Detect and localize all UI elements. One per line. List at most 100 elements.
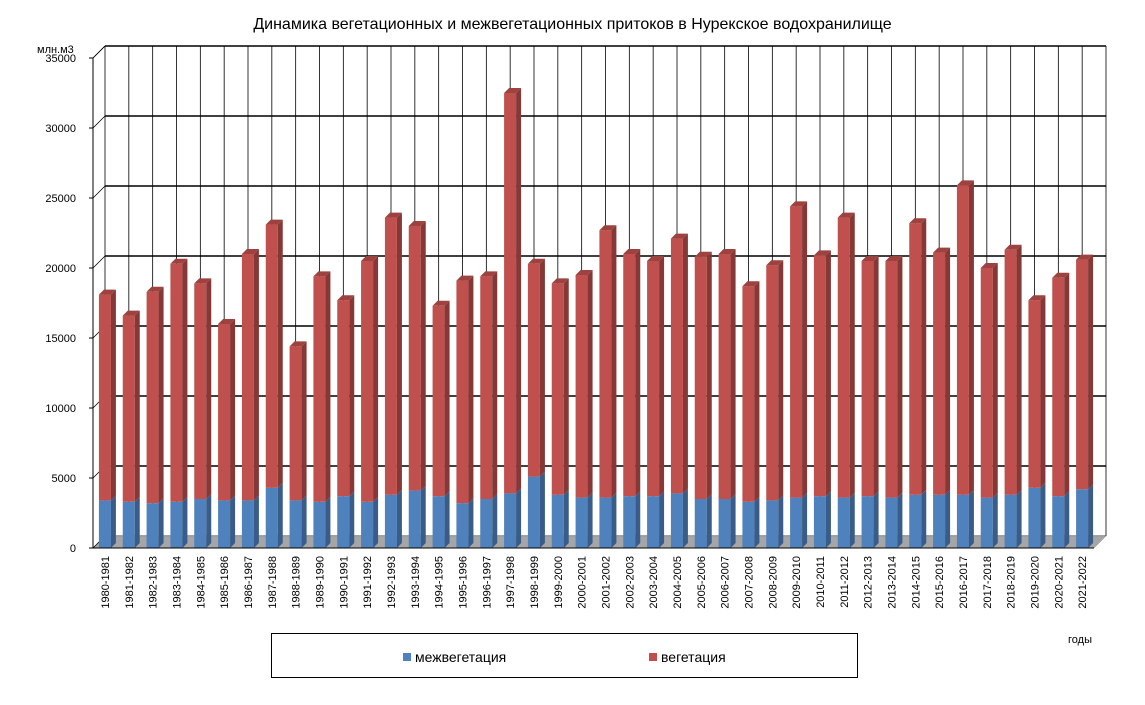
bar-veg-top <box>1004 244 1022 250</box>
bar-interveg-side <box>563 489 569 548</box>
bar-veg-side <box>516 88 522 494</box>
x-tick-label: 1993-1994 <box>410 556 422 609</box>
bar-interveg <box>694 499 707 548</box>
bar-veg-side <box>778 260 784 501</box>
bar-interveg-side <box>825 491 831 548</box>
bar-veg <box>265 224 278 488</box>
bar-interveg-side <box>659 491 665 548</box>
bar-veg <box>1052 277 1065 497</box>
bar-interveg <box>599 497 612 548</box>
x-tick-label: 2012-2013 <box>863 556 875 609</box>
bar-interveg <box>313 501 326 548</box>
bar-interveg <box>885 497 898 548</box>
x-tick-label: 1987-1988 <box>267 556 279 609</box>
x-tick-label: 2018-2019 <box>1006 556 1018 609</box>
x-tick-label: 1984-1985 <box>195 556 207 609</box>
bar-interveg-side <box>230 495 236 548</box>
bar-interveg-side <box>945 489 951 548</box>
bar-veg-top <box>575 270 593 275</box>
y-tick-label: 20000 <box>45 263 76 275</box>
bar-veg <box>384 217 397 495</box>
bar-interveg <box>146 503 159 548</box>
x-tick-label: 2010-2011 <box>815 556 827 608</box>
x-tick-label: 1988-1989 <box>291 556 303 609</box>
bar-veg-top <box>218 319 236 324</box>
bar-veg-side <box>921 218 927 495</box>
bar-veg <box>241 254 254 501</box>
x-tick-label: 2002-2003 <box>624 556 636 609</box>
x-tick-label: 2011-2012 <box>839 556 851 608</box>
x-tick-label: 2008-2009 <box>767 556 779 609</box>
x-tick-label: 2014-2015 <box>910 556 922 609</box>
bar-veg-top <box>456 275 474 281</box>
bar-veg-top <box>265 219 283 225</box>
bar-veg-side <box>206 278 212 499</box>
bar-veg-side <box>1016 244 1022 495</box>
bar-veg-top <box>599 225 617 231</box>
side-wall-grid <box>92 115 106 129</box>
bar-interveg <box>790 497 803 548</box>
bar-veg <box>670 238 683 494</box>
bar-veg-top <box>551 278 569 284</box>
y-tick-label: 25000 <box>45 193 76 205</box>
legend-item-veg: вегетация <box>649 649 726 665</box>
x-tick-label: 1994-1995 <box>434 556 446 609</box>
bar-veg <box>885 261 898 498</box>
bar-veg-top <box>647 256 665 261</box>
x-tick-label: 2016-2017 <box>958 556 970 609</box>
bar-interveg <box>956 494 969 548</box>
bar-interveg <box>909 494 922 548</box>
bar-veg <box>456 280 469 504</box>
bar-veg-side <box>420 221 426 491</box>
bar-interveg-side <box>206 494 212 548</box>
bar-veg <box>647 261 660 497</box>
bar-interveg-side <box>1088 484 1094 548</box>
bar-veg-side <box>134 310 140 502</box>
bar-veg-top <box>1028 295 1046 301</box>
bar-veg-side <box>539 258 545 477</box>
x-axis-label: годы <box>1068 634 1092 646</box>
bar-interveg <box>766 500 779 548</box>
bar-veg-top <box>194 278 212 284</box>
bar-interveg-side <box>396 489 402 548</box>
bar-interveg-side <box>110 495 116 548</box>
bar-interveg <box>742 501 755 548</box>
bar-interveg-side <box>468 498 474 548</box>
bar-veg-side <box>587 270 593 498</box>
bar-interveg-side <box>134 496 140 548</box>
bar-interveg <box>170 501 183 548</box>
bar-interveg <box>241 500 254 548</box>
bar-veg-side <box>563 278 569 495</box>
bar-veg <box>1004 249 1017 495</box>
bar-veg-top <box>480 271 498 277</box>
bar-veg <box>432 305 445 497</box>
bar-veg-side <box>968 180 974 495</box>
side-wall-grid <box>92 45 106 59</box>
bar-veg <box>337 300 350 497</box>
side-wall-grid <box>92 185 106 199</box>
bar-veg-top <box>813 250 831 256</box>
x-tick-label: 1985-1986 <box>219 556 231 609</box>
chart-title: Динамика вегетационных и межвегетационны… <box>253 16 892 33</box>
x-tick-label: 1999-2000 <box>553 556 565 609</box>
bar-veg-side <box>301 341 307 501</box>
bar-interveg-side <box>802 492 808 548</box>
x-tick-label: 1990-1991 <box>338 556 350 609</box>
bar-veg <box>694 256 707 499</box>
bar-veg-top <box>670 233 688 239</box>
bar-interveg-side <box>158 498 164 548</box>
bar-veg-side <box>897 256 903 498</box>
bar-veg-top <box>122 310 140 316</box>
bar-veg <box>813 255 826 497</box>
x-tick-label: 1995-1996 <box>457 556 469 609</box>
bar-veg-side <box>396 212 402 495</box>
bar-interveg <box>122 501 135 548</box>
bar-veg <box>909 223 922 495</box>
bar-veg-top <box>432 300 450 306</box>
x-tick-label: 2013-2014 <box>886 556 898 609</box>
bar-veg-side <box>754 281 760 502</box>
bar-interveg-side <box>778 495 784 548</box>
bar-interveg <box>933 494 946 548</box>
bar-veg <box>361 261 374 502</box>
bar-veg-top <box>1076 254 1094 260</box>
